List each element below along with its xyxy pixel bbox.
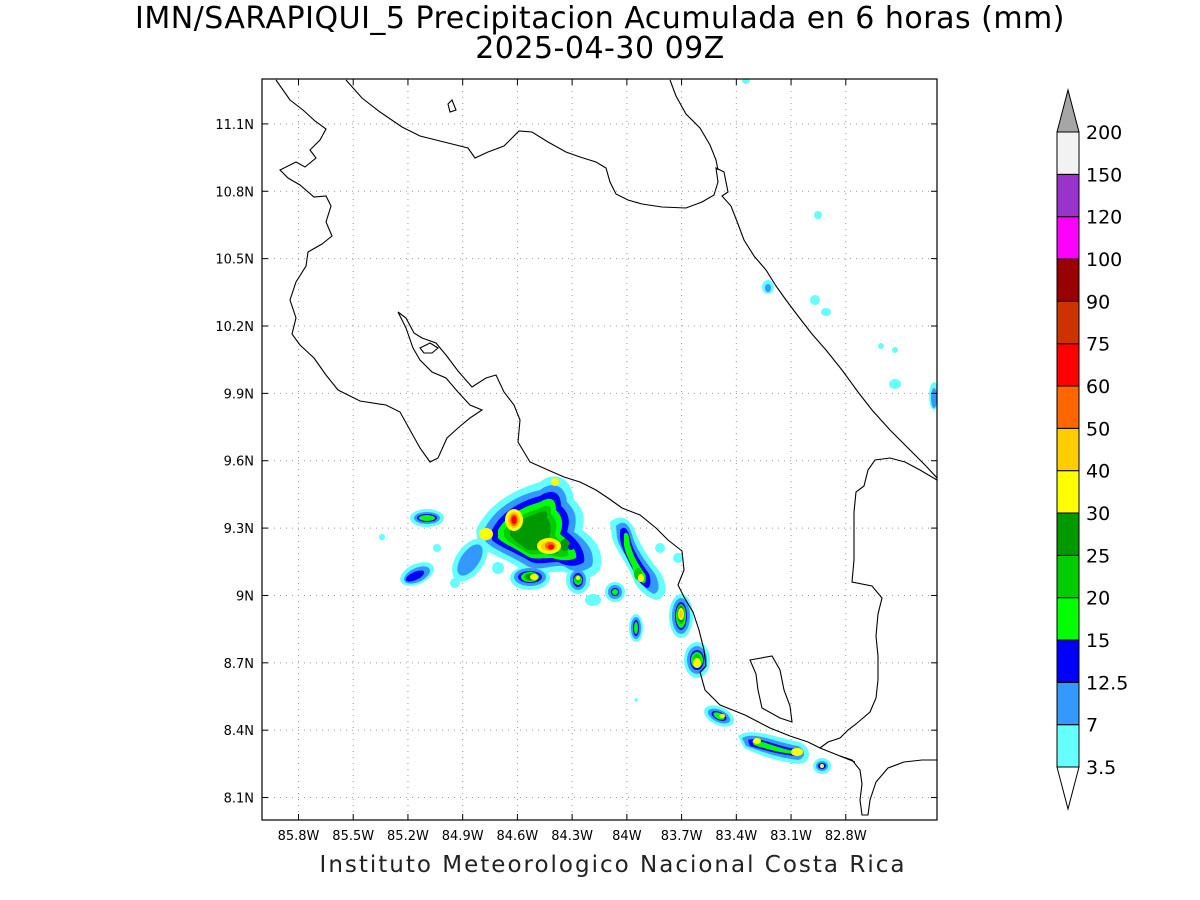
northern-coast-segment xyxy=(669,79,719,171)
y-tick-label: 8.4N xyxy=(224,724,254,739)
legend-label: 3.5 xyxy=(1086,757,1116,779)
legend-swatch xyxy=(1056,343,1080,387)
legend-label: 200 xyxy=(1086,122,1122,144)
legend-swatch xyxy=(1056,258,1080,302)
burica-peninsula xyxy=(839,755,937,816)
precip-cell xyxy=(492,562,504,574)
legend-high-triangle xyxy=(1056,88,1080,133)
legend-label: 20 xyxy=(1086,588,1110,610)
map-grid xyxy=(262,79,937,820)
x-tick-label: 85.8W xyxy=(278,829,320,844)
precip-cell xyxy=(450,578,460,588)
map-axes: 85.8W 85.5W 85.2W 84.9W 84.6W 84.3W 84W 83.7W 83… xyxy=(215,79,937,844)
nicaragua-costa-rica-coastline xyxy=(275,79,856,763)
x-tick-label: 84.9W xyxy=(442,829,484,844)
y-tick-label: 8.1N xyxy=(224,792,254,807)
legend-label: 100 xyxy=(1086,249,1122,271)
osa-peninsula xyxy=(749,655,793,723)
y-tick-label: 10.2N xyxy=(215,320,254,335)
legend-swatch xyxy=(1056,385,1080,429)
x-tick-label: 84.6W xyxy=(496,829,538,844)
legend-label: 90 xyxy=(1086,291,1110,313)
coastlines xyxy=(275,79,937,816)
x-tick-label: 85.2W xyxy=(387,829,429,844)
legend-label: 120 xyxy=(1086,207,1122,229)
y-tick-label: 9N xyxy=(236,589,254,604)
legend-label: 7 xyxy=(1086,715,1098,737)
nicoya-island xyxy=(419,342,439,354)
legend-label: 60 xyxy=(1086,376,1110,398)
legend-label: 150 xyxy=(1086,164,1122,186)
legend-swatch xyxy=(1056,300,1080,345)
legend-swatch xyxy=(1056,131,1080,175)
precip-cell xyxy=(655,543,665,553)
precip-cell xyxy=(821,308,831,316)
y-tick-label: 10.8N xyxy=(215,185,254,200)
legend-label: 30 xyxy=(1086,503,1110,525)
legend-swatch xyxy=(1056,554,1080,599)
precip-cell xyxy=(878,343,884,349)
legend-swatch xyxy=(1056,512,1080,556)
legend-swatch xyxy=(1056,639,1080,683)
legend-label: 15 xyxy=(1086,630,1110,652)
legend-low-triangle xyxy=(1056,766,1080,811)
y-tick-label: 10.5N xyxy=(215,253,254,268)
precip-cell xyxy=(433,544,441,552)
nicaragua-north-coast xyxy=(345,79,937,479)
chart-title: IMN/SARAPIQUI_5 Precipitacion Acumulada … xyxy=(135,1,1065,36)
legend-label: 40 xyxy=(1086,461,1110,483)
y-tick-label: 9.6N xyxy=(224,455,254,470)
x-tick-label: 84W xyxy=(612,829,642,844)
legend-swatch xyxy=(1056,216,1080,260)
lake-island xyxy=(447,99,457,113)
legend-label: 75 xyxy=(1086,334,1110,356)
x-tick-label: 84.3W xyxy=(551,829,593,844)
y-tick-label: 9.3N xyxy=(224,522,254,537)
legend-swatch xyxy=(1056,173,1080,218)
x-tick-label: 85.5W xyxy=(332,829,374,844)
legend-swatch xyxy=(1056,427,1080,472)
precip-cell xyxy=(892,347,898,353)
panama-border xyxy=(819,457,937,749)
precip-cell xyxy=(379,534,385,540)
footer-credit: Instituto Meteorologico Nacional Costa R… xyxy=(319,852,907,878)
precipitation-field xyxy=(379,79,937,774)
x-tick-label: 83.4W xyxy=(715,829,757,844)
y-tick-label: 11.1N xyxy=(215,118,254,133)
precip-cell xyxy=(634,698,638,702)
color-legend: 3.5 7 12.5 15 20 25 30 40 50 60 75 90 100 120 150 200 xyxy=(1056,88,1128,811)
legend-swatch xyxy=(1056,724,1080,768)
legend-swatch xyxy=(1056,597,1080,641)
precip-cell xyxy=(673,553,683,563)
x-tick-label: 83.1W xyxy=(770,829,812,844)
legend-label: 12.5 xyxy=(1086,672,1128,694)
x-tick-label: 82.8W xyxy=(825,829,867,844)
map-frame xyxy=(261,78,938,821)
legend-swatch xyxy=(1056,681,1080,726)
legend-swatch xyxy=(1056,470,1080,514)
precip-cell xyxy=(814,211,822,219)
precip-cell xyxy=(742,79,750,84)
legend-label: 25 xyxy=(1086,545,1110,567)
precip-cell xyxy=(585,594,601,606)
legend-label: 50 xyxy=(1086,418,1110,440)
y-tick-label: 9.9N xyxy=(224,387,254,402)
y-tick-label: 8.7N xyxy=(224,657,254,672)
precip-cell xyxy=(810,295,820,305)
x-tick-label: 83.7W xyxy=(661,829,703,844)
precip-cell xyxy=(889,379,901,389)
chart-subtitle: 2025-04-30 09Z xyxy=(475,31,725,66)
